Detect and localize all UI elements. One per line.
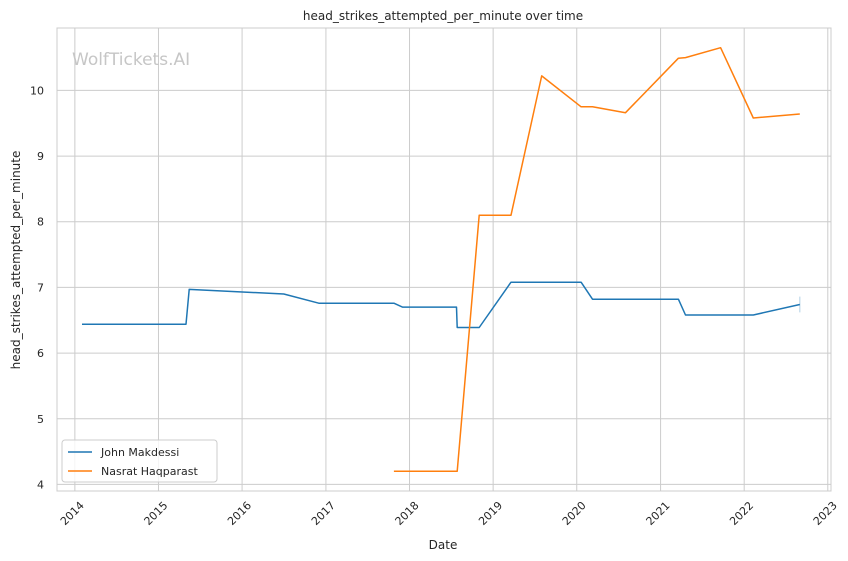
x-axis-label: Date [429,538,458,552]
y-tick-label: 8 [37,216,44,229]
plot-border [56,27,832,492]
y-tick-label: 7 [37,281,44,294]
y-tick-label: 6 [37,347,44,360]
y-axis-label: head_strikes_attempted_per_minute [9,151,23,370]
legend-label-1: Nasrat Haqparast [101,465,198,478]
y-tick-label: 5 [37,413,44,426]
y-tick-label: 10 [30,84,44,97]
series-line-0 [82,281,800,329]
y-axis-ticks: 4 5 6 7 8 9 10 [30,84,44,491]
watermark-text: WolfTickets.AI [72,50,190,70]
plot-area [57,28,831,491]
gridlines [57,28,831,491]
legend-label-0: John Makdessi [100,446,179,459]
legend: John Makdessi Nasrat Haqparast [61,439,218,483]
chart-title: head_strikes_attempted_per_minute over t… [303,9,583,23]
series-layer [82,46,801,473]
legend-box [61,439,218,483]
series-line-1 [393,46,800,473]
y-tick-label: 9 [37,150,44,163]
y-tick-label: 4 [37,478,44,491]
